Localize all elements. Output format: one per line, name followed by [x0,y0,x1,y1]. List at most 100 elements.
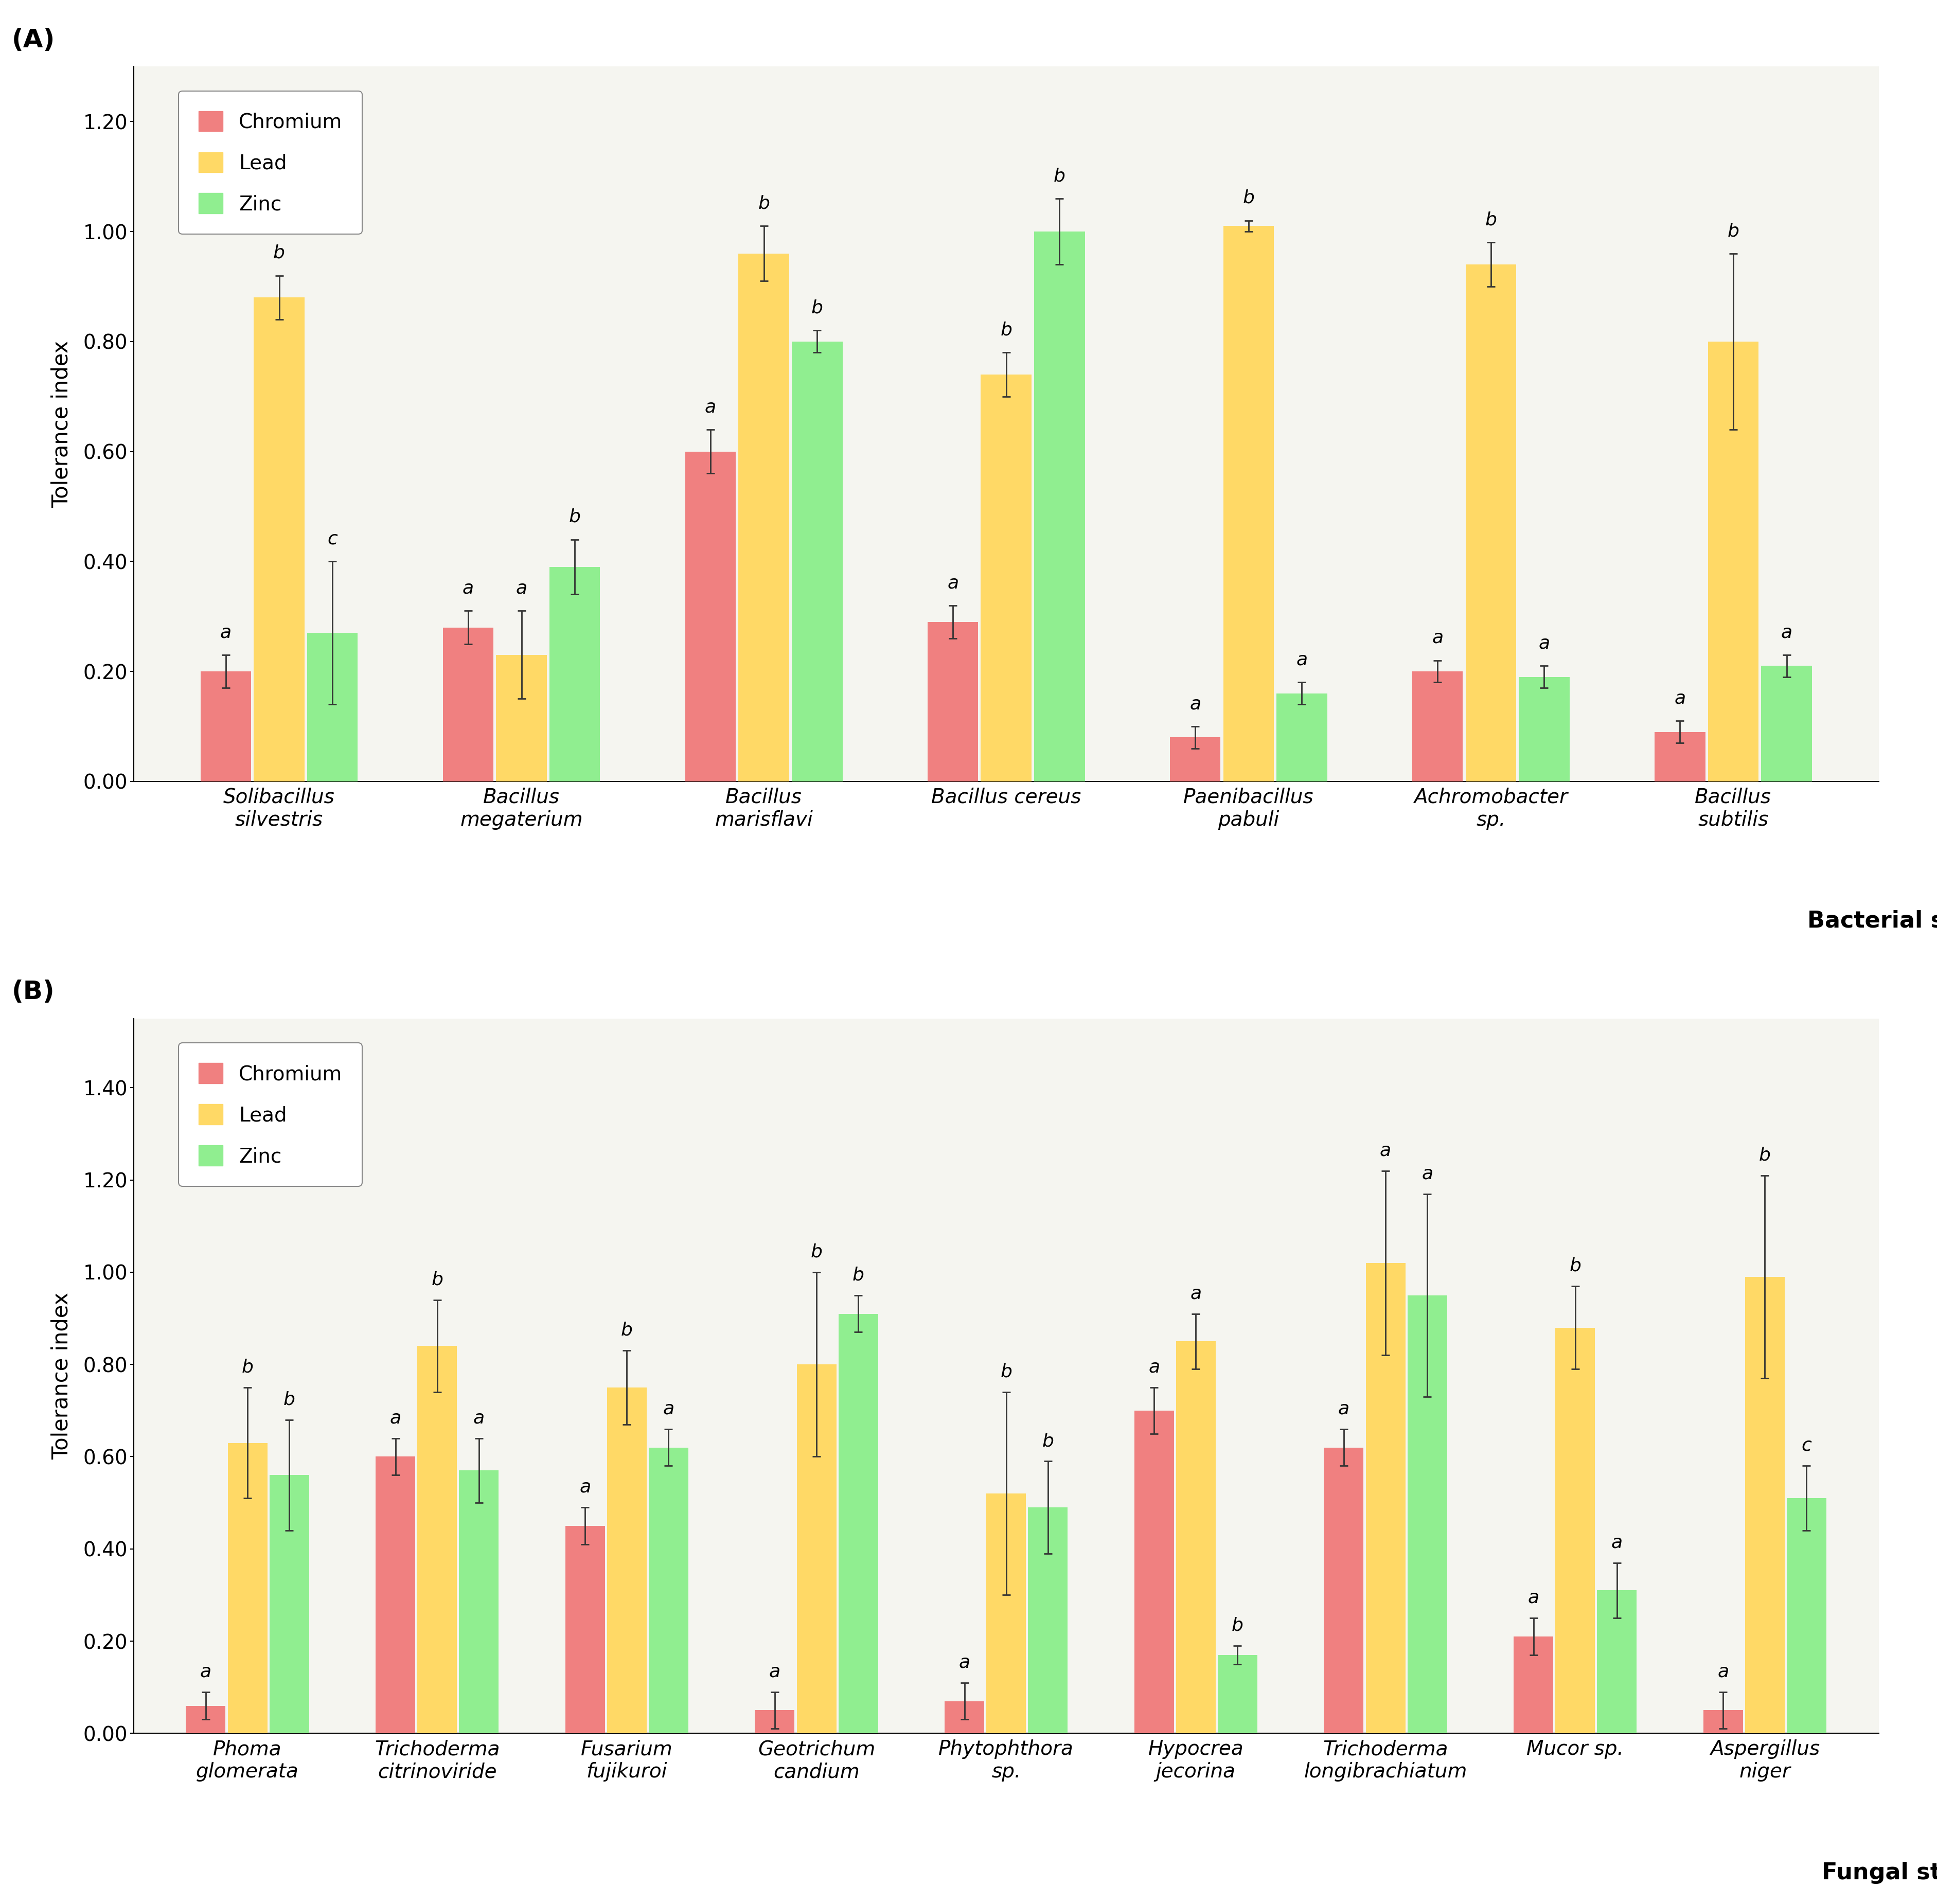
Bar [1133,1411,1174,1733]
Text: c: c [1801,1438,1811,1455]
Bar [566,1525,604,1733]
Text: a: a [1780,625,1792,642]
Bar [1412,672,1462,781]
Bar [1654,731,1705,781]
Bar [550,567,600,781]
Text: b: b [1242,188,1253,208]
Text: c: c [327,529,337,548]
Text: a: a [1296,651,1307,668]
Text: a: a [1189,1285,1201,1302]
Bar [986,1493,1027,1733]
Bar [416,1346,457,1733]
Bar [1170,737,1220,781]
Text: a: a [1612,1535,1621,1552]
Text: a: a [662,1399,674,1417]
Text: a: a [1538,634,1550,653]
Text: a: a [1716,1662,1728,1681]
Text: b: b [757,194,769,213]
Bar [1513,1637,1553,1733]
Text: a: a [579,1478,591,1497]
Legend: Chromium, Lead, Zinc: Chromium, Lead, Zinc [178,1043,362,1186]
Text: b: b [810,1243,821,1260]
X-axis label: Fungal strains: Fungal strains [1821,1862,1937,1885]
Bar [1555,1327,1594,1733]
Text: b: b [242,1358,254,1377]
Text: a: a [1431,628,1443,647]
Bar [200,672,252,781]
Bar [1761,666,1811,781]
Bar [1222,227,1273,781]
Bar [686,451,736,781]
Y-axis label: Tolerance index: Tolerance index [50,1293,72,1460]
Text: b: b [852,1266,864,1283]
Text: b: b [1042,1432,1054,1449]
Bar [1029,1508,1067,1733]
Bar [792,341,843,781]
Bar [928,623,978,781]
Bar [1745,1278,1784,1733]
Bar [606,1388,647,1733]
Text: a: a [1338,1399,1348,1417]
Bar [1276,693,1327,781]
Text: a: a [705,398,717,415]
Bar [738,253,788,781]
Bar [1176,1342,1214,1733]
Bar [839,1314,877,1733]
Bar [1706,341,1759,781]
Bar [376,1457,415,1733]
Text: a: a [1674,689,1685,706]
Text: b: b [1054,168,1065,185]
Text: b: b [569,508,581,526]
Bar [1034,232,1085,781]
Text: b: b [273,244,285,261]
Bar [1323,1447,1364,1733]
Text: b: b [432,1270,444,1289]
Bar [496,655,546,781]
Bar [1406,1295,1447,1733]
Bar [254,297,304,781]
Text: a: a [221,625,231,642]
X-axis label: Bacterial strains: Bacterial strains [1807,910,1937,933]
Text: b: b [1728,223,1739,240]
Text: a: a [959,1653,970,1672]
Text: (B): (B) [12,981,54,1003]
Text: a: a [1149,1358,1160,1377]
Text: a: a [947,575,959,592]
Bar [186,1706,225,1733]
Text: (A): (A) [12,29,54,51]
Text: b: b [812,299,823,316]
Bar [796,1365,837,1733]
Bar [229,1443,267,1733]
Bar [308,632,358,781]
Text: b: b [999,1363,1011,1380]
Bar [755,1710,794,1733]
Bar [459,1470,498,1733]
Bar [1464,265,1517,781]
Text: b: b [1232,1616,1244,1634]
Text: a: a [1379,1142,1391,1160]
Bar [1596,1590,1637,1733]
Bar [1519,678,1569,781]
Text: a: a [1422,1165,1433,1182]
Text: a: a [515,579,527,598]
Text: b: b [620,1321,633,1339]
Text: a: a [769,1662,781,1681]
Text: a: a [463,579,475,598]
Y-axis label: Tolerance index: Tolerance index [50,341,72,508]
Bar [1703,1710,1743,1733]
Text: a: a [473,1409,484,1426]
Bar [980,375,1030,781]
Text: b: b [1484,211,1497,228]
Bar [444,628,494,781]
Text: a: a [1189,695,1201,712]
Bar [945,1700,984,1733]
Text: a: a [200,1662,211,1681]
Bar [649,1447,688,1733]
Text: b: b [1569,1257,1581,1274]
Text: b: b [1759,1146,1770,1163]
Bar [269,1476,310,1733]
Bar [1218,1655,1257,1733]
Text: a: a [389,1409,401,1426]
Legend: Chromium, Lead, Zinc: Chromium, Lead, Zinc [178,91,362,234]
Text: b: b [999,322,1011,339]
